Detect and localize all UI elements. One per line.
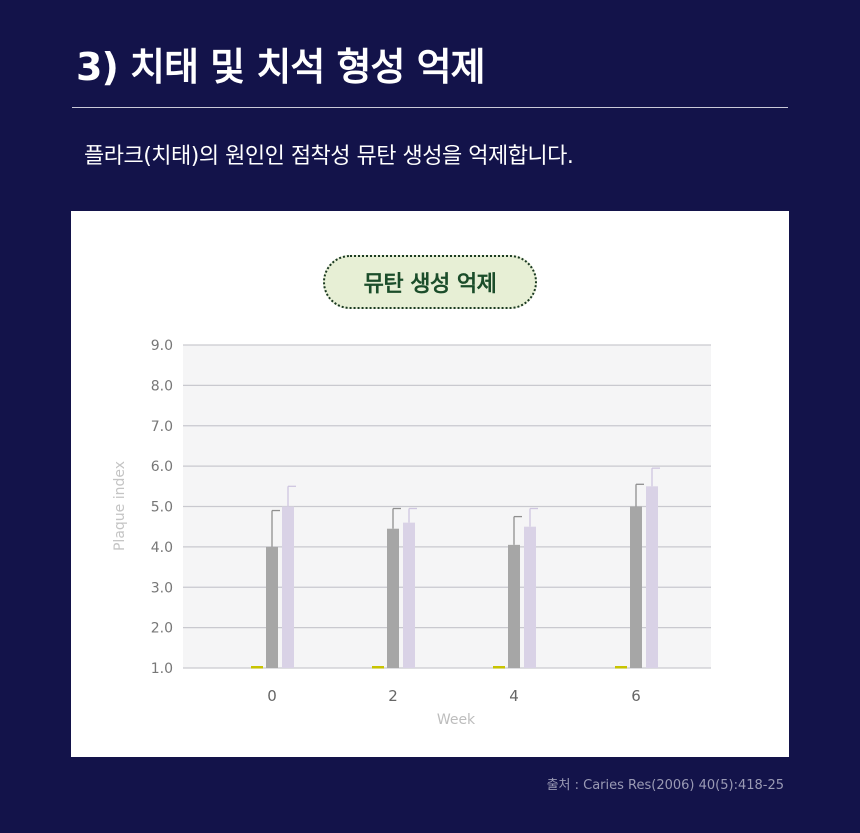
bar-baseline-marker — [372, 666, 384, 669]
y-tick-label: 1.0 — [151, 661, 173, 677]
bar-series-2-week-4 — [524, 526, 536, 668]
y-tick-label: 4.0 — [151, 540, 173, 556]
title-divider — [72, 107, 788, 108]
y-tick-label: 9.0 — [151, 338, 173, 354]
bar-series-2-week-6 — [646, 486, 658, 668]
y-tick-label: 8.0 — [151, 378, 173, 394]
y-tick-label: 2.0 — [151, 621, 173, 637]
bar-baseline-marker — [251, 666, 263, 669]
x-tick-label: 6 — [631, 687, 641, 705]
page-title: 3) 치태 및 치석 형성 억제 — [76, 45, 486, 89]
bar-series-1-week-4 — [508, 544, 520, 668]
bar-series-1-week-6 — [630, 506, 642, 668]
y-tick-label: 6.0 — [151, 459, 173, 475]
y-axis-label: Plaque index — [112, 461, 128, 551]
x-tick-label: 0 — [267, 687, 277, 705]
x-tick-label: 4 — [509, 687, 519, 705]
bar-baseline-marker — [615, 666, 627, 669]
bar-series-1-week-2 — [387, 528, 399, 668]
bar-series-2-week-2 — [403, 522, 415, 668]
x-axis-label: Week — [437, 712, 476, 728]
bar-series-1-week-0 — [266, 546, 278, 668]
chart-title: 뮤탄 생성 억제 — [323, 255, 537, 309]
bar-series-2-week-0 — [282, 506, 294, 668]
y-tick-label: 3.0 — [151, 580, 173, 596]
y-tick-label: 5.0 — [151, 500, 173, 516]
source-citation: 출처 : Caries Res(2006) 40(5):418-25 — [546, 778, 784, 793]
bar-baseline-marker — [493, 666, 505, 669]
x-tick-label: 2 — [388, 687, 398, 705]
page-subtitle: 플라크(치태)의 원인인 점착성 뮤탄 생성을 억제합니다. — [84, 144, 574, 169]
y-tick-label: 7.0 — [151, 419, 173, 435]
